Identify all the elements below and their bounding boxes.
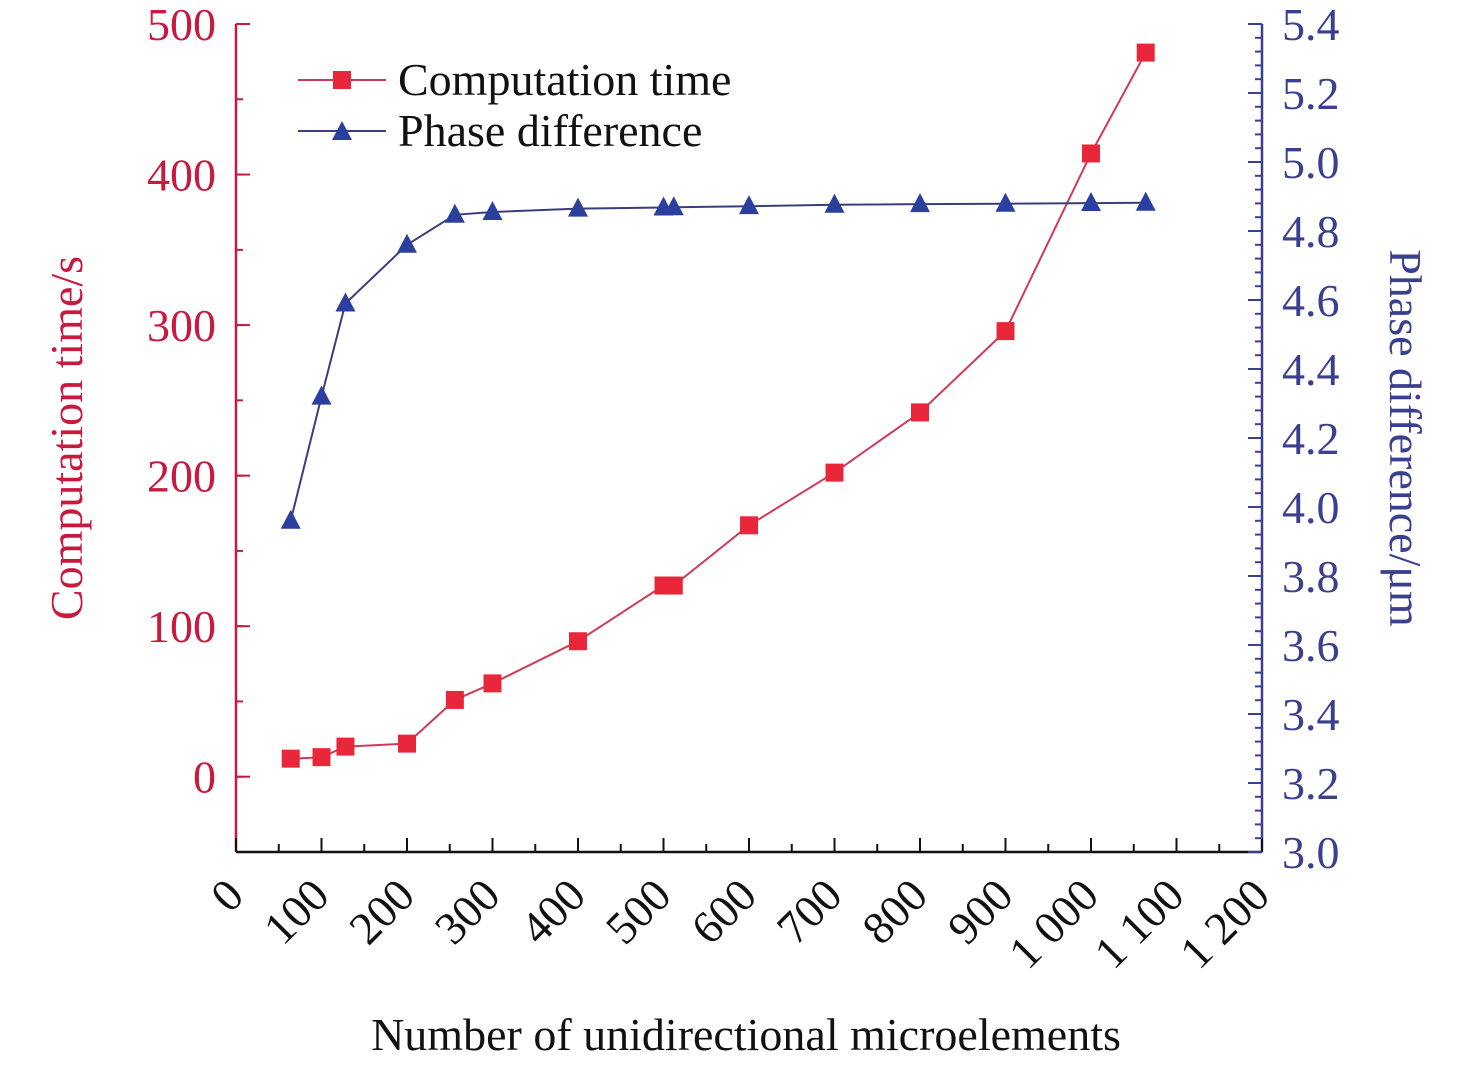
data-point-computation-time <box>740 516 758 535</box>
y-left-tick-label: 0 <box>193 752 216 803</box>
x-tick-label: 1 000 <box>999 869 1108 978</box>
series-line-computation-time <box>290 52 1147 760</box>
y-right-tick-label: 4.8 <box>1282 206 1340 257</box>
x-tick-label: 1 200 <box>1170 869 1279 978</box>
data-point-phase-difference <box>311 385 332 405</box>
data-point-phase-difference <box>397 233 417 253</box>
x-tick-label: 500 <box>596 869 681 954</box>
data-point-computation-time <box>825 463 844 482</box>
data-point-computation-time <box>336 737 355 756</box>
x-tick-label: 200 <box>339 869 424 954</box>
data-point-phase-difference <box>1081 192 1101 212</box>
y-right-tick-label: 3.2 <box>1282 758 1340 809</box>
y-right-tick-label: 4.0 <box>1282 482 1340 533</box>
data-point-phase-difference <box>568 197 588 217</box>
y-right-tick-label: 4.4 <box>1282 344 1340 395</box>
data-point-phase-difference <box>663 196 684 216</box>
legend-label-phase-difference: Phase difference <box>398 105 702 156</box>
x-tick-label: 800 <box>852 869 937 954</box>
data-point-computation-time <box>281 749 300 768</box>
data-point-computation-time <box>483 674 502 693</box>
x-tick-label: 700 <box>767 869 852 954</box>
data-point-computation-time <box>445 690 464 709</box>
data-point-phase-difference <box>444 203 465 223</box>
x-axis-title: Number of unidirectional microelements <box>371 1009 1121 1060</box>
legend-marker-phase-difference <box>332 121 352 140</box>
data-point-phase-difference <box>824 193 845 213</box>
data-point-phase-difference <box>335 292 356 312</box>
legend: Computation time Phase difference <box>298 54 731 156</box>
legend-label-computation-time: Computation time <box>398 54 731 105</box>
data-point-computation-time <box>1136 43 1155 62</box>
y-right-tick-label: 5.0 <box>1282 137 1340 188</box>
y-left-tick-label: 200 <box>147 451 216 502</box>
y-right-tick-label: 3.4 <box>1282 689 1340 740</box>
y-axis-right-title: Phase difference/μm <box>1380 249 1431 627</box>
data-point-phase-difference <box>910 193 930 213</box>
data-point-computation-time <box>996 322 1015 341</box>
data-point-phase-difference <box>1135 191 1156 211</box>
y-right-tick-label: 3.0 <box>1282 827 1340 878</box>
y-left-tick-label: 400 <box>147 150 216 201</box>
x-tick-label: 1 100 <box>1084 869 1193 978</box>
series-layer <box>280 43 1156 768</box>
plot-frame <box>234 24 1264 854</box>
x-tick-label: 0 <box>201 869 253 921</box>
data-point-phase-difference <box>739 195 759 215</box>
data-point-computation-time <box>664 576 683 595</box>
data-point-computation-time <box>312 748 331 767</box>
data-point-phase-difference <box>995 192 1016 212</box>
x-tick-label: 400 <box>510 869 595 954</box>
data-point-computation-time <box>1082 144 1100 163</box>
x-tick-label: 600 <box>681 869 766 954</box>
legend-marker-computation-time <box>333 71 351 89</box>
y-axis-left: 0 100 200 300 400 500 <box>147 0 250 803</box>
data-point-computation-time <box>911 403 929 422</box>
y-left-tick-label: 500 <box>147 0 216 50</box>
y-right-tick-label: 5.2 <box>1282 68 1340 119</box>
x-tick-label: 100 <box>254 869 339 954</box>
y-right-tick-label: 3.8 <box>1282 551 1340 602</box>
data-point-phase-difference <box>482 201 503 221</box>
y-axis-right: 3.0 3.2 3.4 3.6 3.8 4.0 4.2 4.4 4.6 4.8 5.0 5.2 5.4 <box>1248 0 1340 878</box>
y-right-tick-label: 5.4 <box>1282 0 1340 50</box>
series-line-phase-difference <box>289 201 1146 522</box>
x-tick-label: 300 <box>425 869 510 954</box>
y-right-tick-label: 3.6 <box>1282 620 1340 671</box>
data-point-computation-time <box>569 632 587 651</box>
y-right-tick-label: 4.2 <box>1282 413 1340 464</box>
y-left-tick-label: 300 <box>147 300 216 351</box>
y-right-tick-label: 4.6 <box>1282 275 1340 326</box>
data-point-computation-time <box>398 734 416 753</box>
y-left-tick-label: 100 <box>147 601 216 652</box>
y-axis-left-title: Computation time/s <box>41 256 92 620</box>
data-point-phase-difference <box>280 509 301 529</box>
